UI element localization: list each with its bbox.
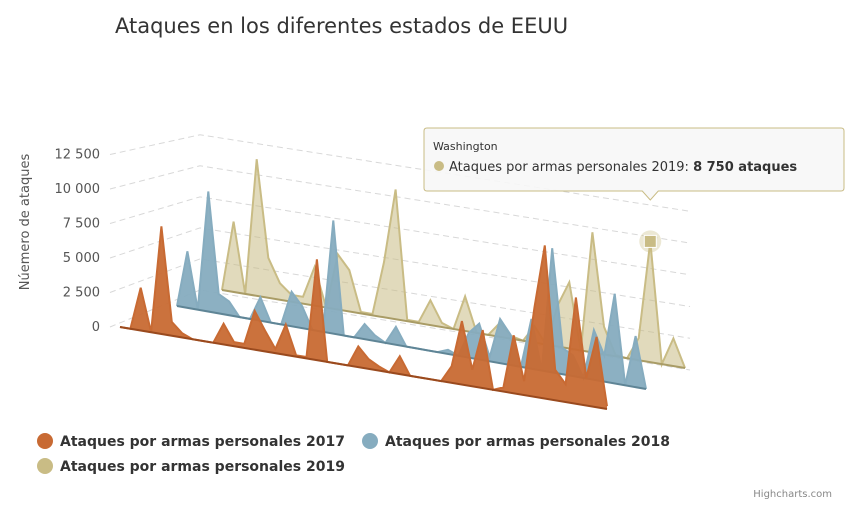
gridline bbox=[109, 258, 691, 339]
y-tick-label: 12 500 bbox=[55, 148, 101, 163]
gridline bbox=[109, 196, 691, 276]
tooltip: Washington Ataques por armas personales 2… bbox=[423, 127, 845, 253]
legend-symbol bbox=[37, 458, 53, 474]
tooltip-text: Ataques por armas personales 2019: 8 750… bbox=[449, 160, 797, 175]
credits-link[interactable]: Highcharts.com bbox=[753, 489, 832, 500]
series-1 bbox=[119, 226, 608, 410]
series-area[interactable] bbox=[222, 159, 685, 368]
legend-label: Ataques por armas personales 2017 bbox=[60, 434, 345, 450]
y-axis-label: Núemero de ataques bbox=[18, 154, 33, 291]
legend-item[interactable]: Ataques por armas personales 2019 bbox=[37, 458, 345, 475]
tooltip-value: 8 750 ataques bbox=[693, 160, 797, 175]
legend-symbol bbox=[37, 433, 53, 449]
y-tick-label: 2 500 bbox=[63, 286, 100, 301]
y-axis: 0 2 500 5 000 7 500 10 000 12 500 bbox=[55, 148, 101, 336]
y-tick-label: 7 500 bbox=[63, 217, 100, 232]
series-layer bbox=[119, 159, 686, 410]
hover-marker[interactable] bbox=[643, 234, 657, 248]
tooltip-category: Washington bbox=[433, 140, 498, 153]
legend-label: Ataques por armas personales 2019 bbox=[60, 459, 345, 475]
series-baseline bbox=[119, 326, 608, 410]
chart-title: Ataques en los diferentes estados de EEU… bbox=[115, 14, 568, 38]
legend: Ataques por armas personales 2017 Ataques… bbox=[37, 433, 670, 475]
series-area[interactable] bbox=[177, 191, 646, 390]
tooltip-series-dot bbox=[434, 161, 444, 171]
gridline bbox=[109, 227, 691, 308]
tooltip-box bbox=[423, 127, 845, 201]
gridline bbox=[109, 165, 691, 244]
legend-item[interactable]: Ataques por armas personales 2018 bbox=[362, 433, 670, 450]
y-tick-label: 10 000 bbox=[55, 182, 101, 197]
legend-symbol bbox=[362, 433, 378, 449]
legend-item[interactable]: Ataques por armas personales 2017 bbox=[37, 433, 345, 450]
series-area[interactable] bbox=[120, 226, 607, 409]
y-tick-label: 0 bbox=[92, 320, 100, 335]
y-tick-label: 5 000 bbox=[63, 251, 100, 266]
tooltip-series-name: Ataques por armas personales 2019: bbox=[449, 160, 693, 175]
legend-label: Ataques por armas personales 2018 bbox=[385, 434, 670, 450]
